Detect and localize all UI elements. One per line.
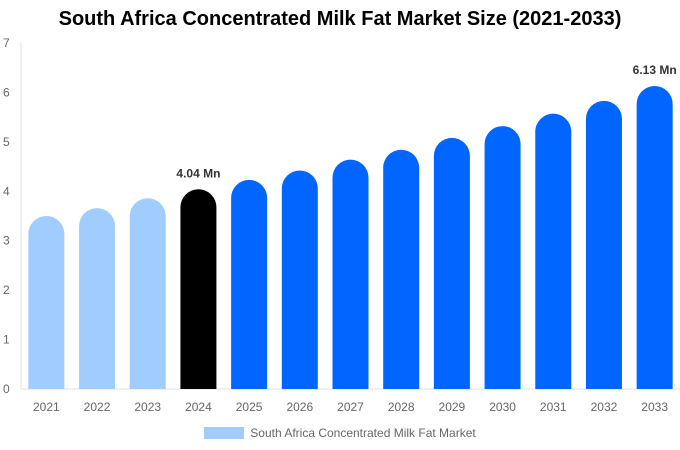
bar-2024 — [180, 189, 217, 389]
x-tick-label: 2022 — [84, 400, 111, 414]
y-tick-label: 6 — [3, 85, 10, 99]
bar-2029 — [433, 137, 470, 389]
legend: South Africa Concentrated Milk Fat Marke… — [0, 426, 680, 440]
bar-2021 — [28, 216, 65, 389]
x-tick-label: 2030 — [489, 400, 516, 414]
x-tick-label: 2033 — [641, 400, 668, 414]
data-label: 4.04 Mn — [176, 166, 220, 180]
x-tick-label: 2029 — [439, 400, 466, 414]
y-tick-label: 3 — [3, 234, 10, 248]
y-tick-label: 0 — [3, 382, 10, 396]
x-tick-label: 2027 — [337, 400, 364, 414]
y-tick-label: 7 — [3, 36, 10, 50]
legend-label: South Africa Concentrated Milk Fat Marke… — [250, 426, 476, 440]
data-label: 6.13 Mn — [633, 63, 677, 77]
x-tick-label: 2021 — [33, 400, 60, 414]
x-tick-label: 2025 — [236, 400, 263, 414]
x-tick-label: 2028 — [388, 400, 415, 414]
x-tick-label: 2024 — [185, 400, 212, 414]
x-tick-label: 2031 — [540, 400, 567, 414]
y-tick-label: 5 — [3, 135, 10, 149]
bar-2032 — [585, 100, 622, 390]
legend-swatch — [204, 427, 245, 439]
y-tick-label: 1 — [3, 333, 10, 347]
bar-2022 — [79, 208, 116, 389]
bar-2027 — [332, 159, 369, 389]
bar-2023 — [129, 198, 166, 389]
x-tick-label: 2023 — [134, 400, 161, 414]
bar-2026 — [281, 170, 318, 389]
y-tick-label: 4 — [3, 184, 10, 198]
bar-2030 — [484, 126, 521, 389]
bar-2033 — [636, 86, 673, 389]
x-tick-label: 2032 — [591, 400, 618, 414]
x-tick-label: 2026 — [286, 400, 313, 414]
bar-2025 — [231, 179, 268, 389]
bar-2028 — [383, 149, 420, 389]
chart-title: South Africa Concentrated Milk Fat Marke… — [58, 8, 622, 30]
y-tick-label: 2 — [3, 283, 10, 297]
bar-2031 — [535, 113, 572, 389]
